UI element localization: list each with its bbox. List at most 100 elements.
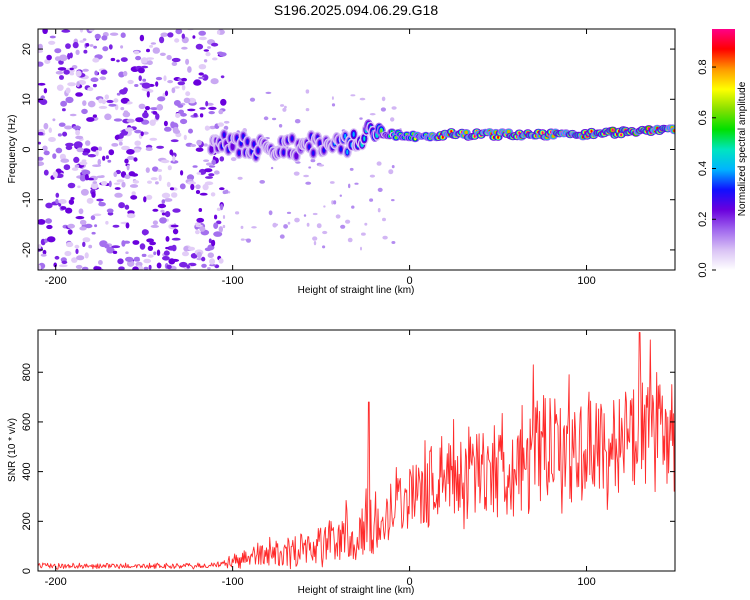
- noise-blob: [280, 104, 285, 107]
- noise-blob: [65, 207, 73, 214]
- noise-blob: [79, 29, 84, 33]
- noise-blob: [75, 92, 83, 97]
- noise-blob: [196, 257, 203, 261]
- colorbar-label: Normalized spectral amplitude: [737, 81, 748, 216]
- noise-blob: [180, 170, 184, 176]
- noise-blob: [203, 49, 209, 52]
- noise-blob: [272, 117, 277, 121]
- noise-blob: [45, 202, 53, 209]
- ridge-cell: [295, 153, 298, 159]
- noise-blob: [185, 91, 191, 97]
- noise-blob: [105, 155, 109, 160]
- noise-blob: [163, 75, 167, 82]
- noise-blob: [164, 90, 169, 97]
- noise-blob: [142, 78, 147, 82]
- noise-blob: [205, 51, 211, 57]
- noise-blob: [175, 29, 183, 35]
- noise-blob: [76, 147, 84, 153]
- noise-blob: [104, 244, 110, 249]
- y-tick-label: 600: [21, 413, 33, 431]
- noise-blob: [294, 119, 301, 124]
- noise-blob: [89, 44, 94, 47]
- noise-blob: [198, 76, 205, 80]
- noise-blob: [216, 30, 221, 35]
- noise-blob: [130, 195, 138, 200]
- noise-blob: [316, 223, 322, 229]
- noise-blob: [196, 172, 202, 175]
- noise-blob: [82, 241, 86, 247]
- noise-blob: [45, 218, 52, 224]
- noise-blob: [190, 183, 195, 191]
- x-tick-label: -200: [45, 576, 67, 588]
- noise-blob: [118, 266, 125, 270]
- ridge-cell: [242, 134, 245, 139]
- noise-blob: [77, 185, 81, 189]
- snr-series-line: [38, 332, 675, 570]
- noise-blob: [380, 107, 386, 112]
- noise-blob: [195, 43, 204, 50]
- noise-blob: [124, 174, 131, 180]
- signal-ridge: [206, 119, 675, 163]
- noise-blob: [217, 122, 224, 127]
- noise-blob: [65, 241, 74, 248]
- noise-blob: [57, 67, 67, 71]
- noise-blob: [377, 187, 383, 192]
- noise-blob: [55, 168, 62, 174]
- noise-blob: [38, 219, 46, 225]
- noise-blob: [119, 89, 128, 95]
- noise-blob: [162, 255, 170, 261]
- noise-blob: [75, 70, 82, 77]
- noise-blob: [82, 266, 89, 270]
- noise-blob: [135, 55, 142, 61]
- noise-blob: [246, 238, 251, 243]
- noise-blob: [90, 77, 99, 82]
- noise-blob: [152, 220, 158, 225]
- noise-blob: [79, 226, 87, 231]
- noise-blob: [273, 223, 279, 226]
- ridge-cell: [312, 150, 315, 156]
- noise-blob: [359, 117, 363, 120]
- noise-blob: [87, 154, 97, 158]
- noise-blob: [203, 159, 210, 162]
- noise-blob: [126, 164, 130, 171]
- noise-blob: [75, 129, 80, 136]
- noise-blob: [143, 266, 149, 270]
- noise-blob: [218, 226, 223, 233]
- noise-blob: [180, 118, 188, 125]
- noise-blob: [208, 165, 216, 168]
- ridge-cell: [620, 133, 623, 137]
- noise-blob: [195, 147, 204, 152]
- noise-blob: [218, 109, 224, 115]
- noise-blob: [38, 156, 44, 161]
- ridge-cell: [291, 136, 294, 141]
- noise-blob: [369, 198, 374, 202]
- noise-blob: [287, 221, 291, 225]
- noise-blob: [55, 198, 59, 204]
- noise-blob: [90, 215, 96, 221]
- noise-blob: [240, 225, 244, 229]
- noise-blob: [161, 192, 171, 199]
- noise-blob: [125, 251, 129, 254]
- ridge-cell: [246, 139, 249, 145]
- noise-blob: [64, 250, 72, 257]
- noise-blob: [38, 49, 44, 53]
- noise-blob: [69, 113, 77, 117]
- noise-blob: [235, 211, 240, 215]
- colorbar-tick-label: 0.2: [697, 212, 709, 227]
- noise-blob: [91, 231, 96, 235]
- noise-blob: [155, 113, 160, 120]
- noise-blob: [87, 177, 94, 181]
- noise-blob: [220, 75, 225, 79]
- noise-blob: [114, 187, 121, 190]
- noise-blob: [199, 113, 204, 118]
- noise-blob: [156, 145, 165, 149]
- noise-blob: [42, 249, 47, 255]
- noise-blob: [166, 181, 171, 188]
- ridge-cell: [282, 150, 285, 155]
- noise-blob: [86, 117, 95, 122]
- noise-blob: [135, 261, 143, 267]
- noise-blob: [42, 145, 48, 151]
- noise-blob: [134, 129, 142, 134]
- noise-blob: [139, 243, 146, 250]
- noise-blob: [92, 83, 97, 88]
